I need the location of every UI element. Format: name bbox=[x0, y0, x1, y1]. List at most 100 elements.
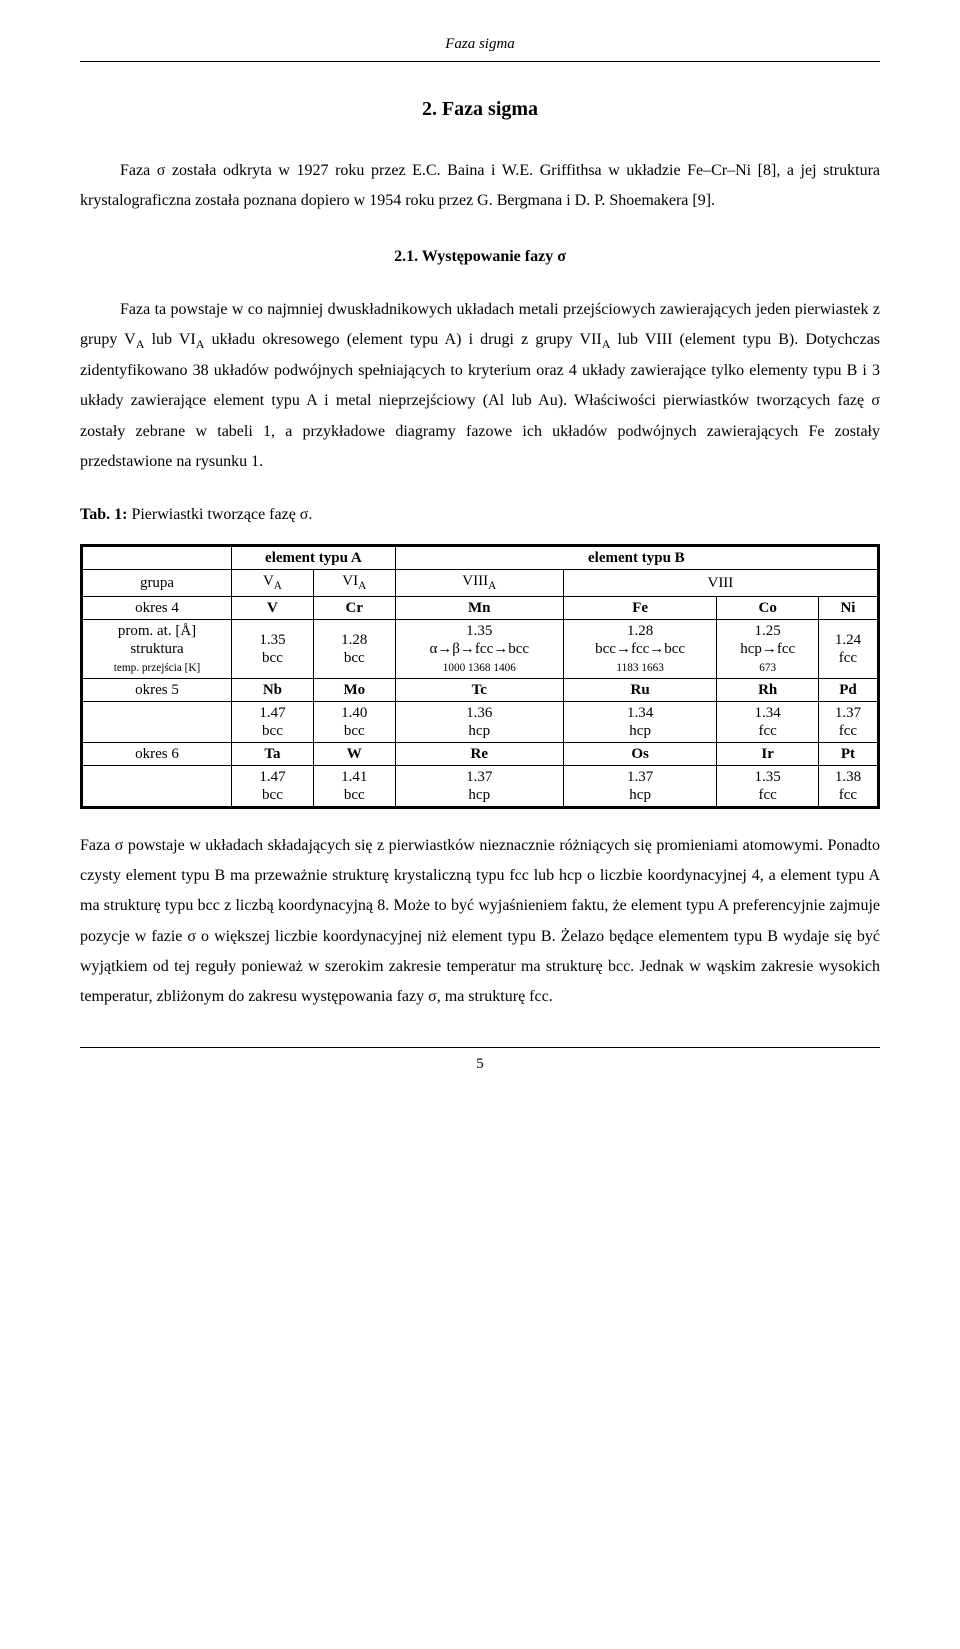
group-cell: VIII bbox=[563, 570, 878, 597]
table-period6-props-row: 1.47bcc 1.41bcc 1.37hcp 1.37hcp 1.35fcc … bbox=[82, 765, 879, 807]
text: 1.37 bbox=[835, 705, 861, 721]
text: Pt bbox=[841, 746, 855, 762]
text: V bbox=[267, 600, 278, 616]
text: Rh bbox=[758, 682, 777, 698]
text: struktura bbox=[130, 641, 183, 657]
props-cell: 1.34 hcp bbox=[563, 701, 717, 742]
text: 1.35 bbox=[755, 769, 781, 785]
text-fragment: lub VI bbox=[144, 331, 195, 348]
text: hcp→fcc bbox=[740, 641, 795, 657]
row-label-blank bbox=[82, 701, 232, 742]
text: 1.41 bbox=[341, 769, 367, 785]
text: Mn bbox=[468, 600, 491, 616]
text: 1.35 bbox=[466, 623, 492, 639]
text: 1.37 bbox=[466, 769, 492, 785]
text: α→β→fcc→bcc bbox=[429, 641, 529, 657]
element-cell: Mo bbox=[313, 678, 395, 701]
text: VI bbox=[342, 573, 358, 589]
text: 1.24 bbox=[835, 632, 861, 648]
props-cell: 1.40 bcc bbox=[313, 701, 395, 742]
text: 1.36 bbox=[466, 705, 492, 721]
page-footer: 5 bbox=[80, 1047, 880, 1079]
text: Ta bbox=[264, 746, 280, 762]
props-cell: 1.38fcc bbox=[818, 765, 878, 807]
element-cell: Tc bbox=[395, 678, 563, 701]
paragraph-discussion: Faza σ powstaje w układach składających … bbox=[80, 831, 880, 1013]
element-cell: Nb bbox=[232, 678, 314, 701]
text: 1.47 bbox=[259, 705, 285, 721]
section-title: 2.1. Występowanie fazy σ bbox=[80, 242, 880, 272]
text: 1.40 bbox=[341, 705, 367, 721]
table-period5-props-row: 1.47bcc 1.40bcc 1.36hcp 1.34hcp 1.34fcc … bbox=[82, 701, 879, 742]
text: 1.28 bbox=[341, 632, 367, 648]
table-header-row: element typu A element typu B bbox=[82, 546, 879, 570]
element-cell: Fe bbox=[563, 596, 717, 619]
group-cell: VA bbox=[232, 570, 314, 597]
text: hcp bbox=[629, 723, 651, 739]
text: bcc bbox=[262, 723, 283, 739]
props-cell: 1.47bcc bbox=[232, 765, 314, 807]
row-label-period4: okres 4 bbox=[82, 596, 232, 619]
element-cell: Pt bbox=[818, 742, 878, 765]
text: bcc bbox=[262, 787, 283, 803]
row-label-period6: okres 6 bbox=[82, 742, 232, 765]
table-caption: Tab. 1: Pierwiastki tworzące fazę σ. bbox=[80, 500, 880, 530]
text: Ir bbox=[761, 746, 774, 762]
text-fragment: lub VIII (element typu B). Dotychczas zi… bbox=[80, 331, 880, 470]
row-label-blank bbox=[82, 765, 232, 807]
text: Nb bbox=[263, 682, 282, 698]
page-number: 5 bbox=[476, 1056, 484, 1072]
element-cell: Ta bbox=[232, 742, 314, 765]
row-label-group: grupa bbox=[82, 570, 232, 597]
props-cell: 1.37hcp bbox=[563, 765, 717, 807]
element-cell: W bbox=[313, 742, 395, 765]
text-fragment: układu okresowego (element typu A) i dru… bbox=[204, 331, 601, 348]
element-cell: V bbox=[232, 596, 314, 619]
props-cell: 1.35 fcc bbox=[717, 765, 818, 807]
text: fcc bbox=[759, 787, 777, 803]
text: 1000 1368 1406 bbox=[443, 662, 516, 674]
text: Tc bbox=[472, 682, 487, 698]
group-cell: VIA bbox=[313, 570, 395, 597]
table-group-row: grupa VA VIA VIIIA VIII bbox=[82, 570, 879, 597]
elements-table: element typu A element typu B grupa VA V… bbox=[80, 544, 880, 809]
table-period4-props-row: prom. at. [Å] struktura temp. przejścia … bbox=[82, 619, 879, 678]
text: prom. at. [Å] bbox=[118, 623, 196, 639]
props-cell: 1.37 fcc bbox=[818, 701, 878, 742]
element-cell: Co bbox=[717, 596, 818, 619]
text: Mo bbox=[343, 682, 365, 698]
text: Co bbox=[759, 600, 777, 616]
props-cell: 1.24 fcc bbox=[818, 619, 878, 678]
element-cell: Re bbox=[395, 742, 563, 765]
text: VIII bbox=[462, 573, 488, 589]
element-cell: Ru bbox=[563, 678, 717, 701]
group-cell: VIIIA bbox=[395, 570, 563, 597]
text: Ru bbox=[631, 682, 650, 698]
element-cell: Pd bbox=[818, 678, 878, 701]
text: Os bbox=[631, 746, 649, 762]
table-period6-row: okres 6 Ta W Re Os Ir Pt bbox=[82, 742, 879, 765]
running-head: Faza sigma bbox=[80, 30, 880, 62]
element-cell: Os bbox=[563, 742, 717, 765]
paragraph-occurrence: Faza ta powstaje w co najmniej dwuskładn… bbox=[80, 295, 880, 478]
text: Cr bbox=[346, 600, 364, 616]
text: W bbox=[347, 746, 362, 762]
props-cell: 1.28 bcc bbox=[313, 619, 395, 678]
element-cell: Rh bbox=[717, 678, 818, 701]
caption-text: Pierwiastki tworzące fazę σ. bbox=[127, 506, 312, 523]
text: fcc bbox=[759, 723, 777, 739]
props-cell: 1.47 bcc bbox=[232, 701, 314, 742]
chapter-title: 2. Faza sigma bbox=[80, 90, 880, 128]
props-cell: 1.36hcp bbox=[395, 701, 563, 742]
text: 1.34 bbox=[627, 705, 653, 721]
element-cell: Cr bbox=[313, 596, 395, 619]
element-cell: Ni bbox=[818, 596, 878, 619]
text: 1.34 bbox=[755, 705, 781, 721]
row-label-period5: okres 5 bbox=[82, 678, 232, 701]
text: fcc bbox=[839, 650, 857, 666]
element-cell: Ir bbox=[717, 742, 818, 765]
props-cell: 1.28 bcc→fcc→bcc 1183 1663 bbox=[563, 619, 717, 678]
text: fcc bbox=[839, 723, 857, 739]
text: bcc→fcc→bcc bbox=[595, 641, 685, 657]
text: bcc bbox=[344, 723, 365, 739]
